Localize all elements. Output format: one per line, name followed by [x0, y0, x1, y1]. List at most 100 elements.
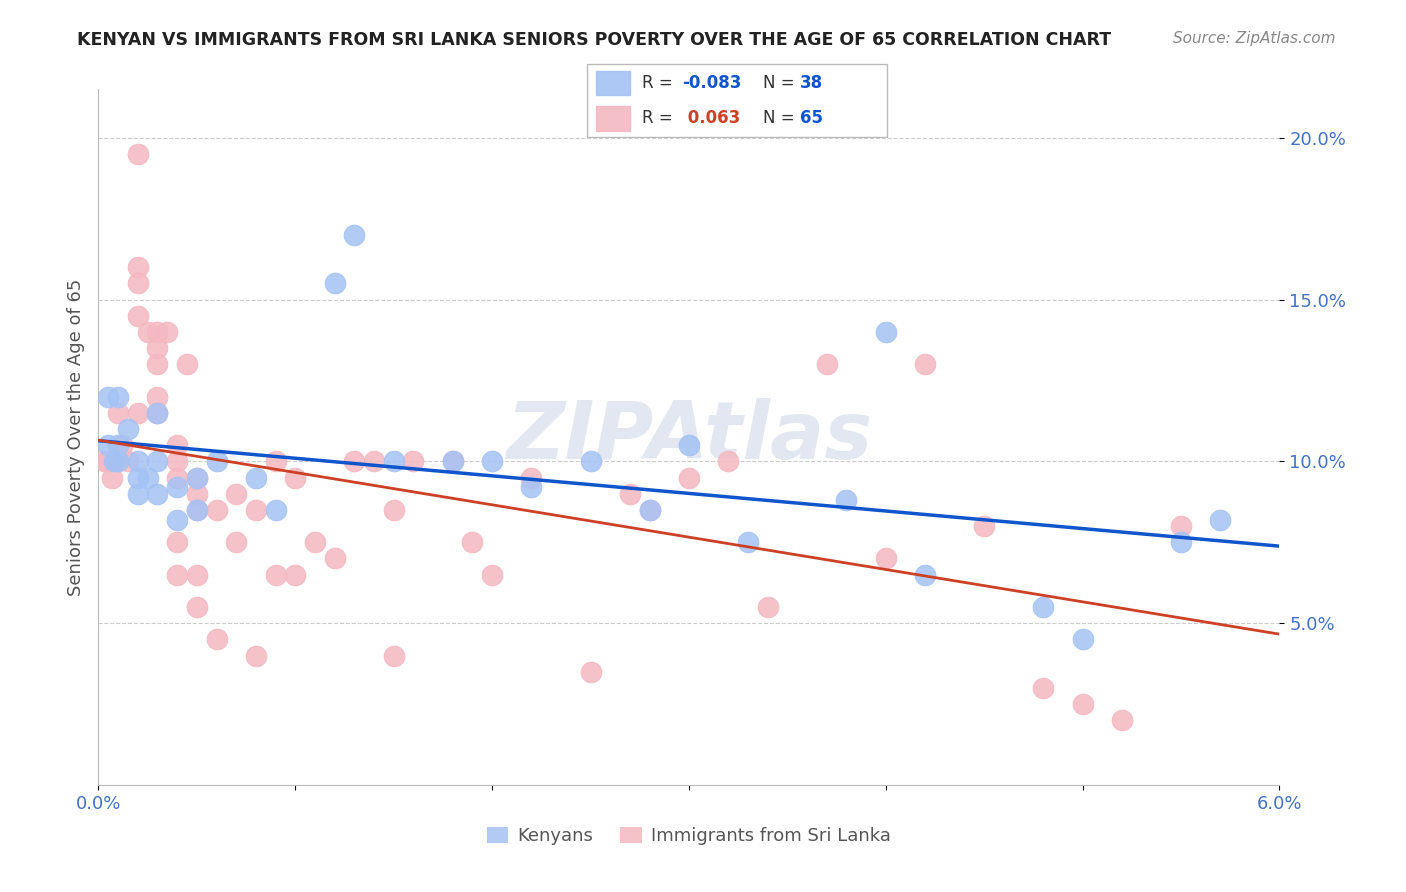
- Point: [245, 503, 267, 517]
- Point: [146, 390, 169, 404]
- Point: [103, 454, 125, 468]
- Point: [117, 454, 139, 468]
- Point: [127, 486, 149, 500]
- Point: [304, 535, 326, 549]
- Text: -0.083: -0.083: [682, 74, 742, 92]
- Point: [441, 454, 464, 468]
- Text: KENYAN VS IMMIGRANTS FROM SRI LANKA SENIORS POVERTY OVER THE AGE OF 65 CORRELATI: KENYAN VS IMMIGRANTS FROM SRI LANKA SENI…: [77, 31, 1112, 49]
- FancyBboxPatch shape: [586, 64, 887, 136]
- Bar: [596, 106, 630, 130]
- Point: [481, 567, 503, 582]
- Point: [638, 503, 661, 517]
- Point: [284, 567, 307, 582]
- Point: [875, 551, 897, 566]
- Point: [1032, 681, 1054, 695]
- Point: [264, 567, 287, 582]
- Text: 0.063: 0.063: [682, 109, 741, 127]
- Point: [166, 470, 188, 484]
- Point: [117, 422, 139, 436]
- Point: [461, 535, 484, 549]
- Point: [107, 406, 129, 420]
- Point: [127, 277, 149, 291]
- Point: [205, 632, 228, 647]
- Text: Source: ZipAtlas.com: Source: ZipAtlas.com: [1173, 31, 1336, 46]
- Point: [835, 493, 858, 508]
- Point: [638, 503, 661, 517]
- Point: [619, 486, 641, 500]
- Point: [166, 513, 188, 527]
- Point: [156, 325, 179, 339]
- Point: [97, 390, 120, 404]
- Point: [146, 357, 169, 371]
- Point: [245, 648, 267, 663]
- Text: N =: N =: [763, 109, 800, 127]
- Legend: Kenyans, Immigrants from Sri Lanka: Kenyans, Immigrants from Sri Lanka: [479, 820, 898, 853]
- Point: [136, 325, 159, 339]
- Point: [1170, 519, 1192, 533]
- Point: [579, 454, 602, 468]
- Point: [205, 503, 228, 517]
- Point: [382, 454, 405, 468]
- Point: [343, 454, 366, 468]
- Point: [186, 567, 208, 582]
- Y-axis label: Seniors Poverty Over the Age of 65: Seniors Poverty Over the Age of 65: [66, 278, 84, 596]
- Point: [97, 438, 120, 452]
- Point: [166, 454, 188, 468]
- Point: [678, 470, 700, 484]
- Point: [717, 454, 740, 468]
- Point: [245, 470, 267, 484]
- Point: [678, 438, 700, 452]
- Point: [186, 599, 208, 614]
- Text: R =: R =: [643, 109, 678, 127]
- Text: N =: N =: [763, 74, 800, 92]
- Point: [107, 454, 129, 468]
- Point: [107, 390, 129, 404]
- Point: [382, 503, 405, 517]
- Point: [146, 486, 169, 500]
- Point: [973, 519, 995, 533]
- Point: [520, 470, 543, 484]
- Point: [363, 454, 385, 468]
- Point: [520, 480, 543, 494]
- Point: [1111, 713, 1133, 727]
- Point: [97, 454, 120, 468]
- Point: [1071, 697, 1094, 711]
- Point: [1032, 599, 1054, 614]
- Point: [815, 357, 838, 371]
- Text: 38: 38: [800, 74, 823, 92]
- Point: [441, 454, 464, 468]
- Point: [186, 503, 208, 517]
- Point: [93, 454, 115, 468]
- Point: [166, 567, 188, 582]
- Point: [343, 227, 366, 242]
- Point: [176, 357, 198, 371]
- Point: [186, 470, 208, 484]
- Point: [186, 503, 208, 517]
- Point: [225, 535, 247, 549]
- Point: [101, 470, 124, 484]
- Point: [1209, 513, 1232, 527]
- Point: [127, 454, 149, 468]
- Point: [136, 470, 159, 484]
- Point: [107, 454, 129, 468]
- Point: [186, 470, 208, 484]
- Point: [402, 454, 425, 468]
- Point: [225, 486, 247, 500]
- Point: [382, 648, 405, 663]
- Text: R =: R =: [643, 74, 678, 92]
- Point: [146, 406, 169, 420]
- Text: ZIPAtlas: ZIPAtlas: [506, 398, 872, 476]
- Point: [264, 454, 287, 468]
- Point: [914, 357, 936, 371]
- Point: [107, 438, 129, 452]
- Point: [481, 454, 503, 468]
- Point: [264, 503, 287, 517]
- Point: [1170, 535, 1192, 549]
- Point: [127, 260, 149, 275]
- Point: [205, 454, 228, 468]
- Point: [1071, 632, 1094, 647]
- Point: [111, 438, 134, 452]
- Bar: [596, 70, 630, 95]
- Point: [146, 341, 169, 355]
- Point: [756, 599, 779, 614]
